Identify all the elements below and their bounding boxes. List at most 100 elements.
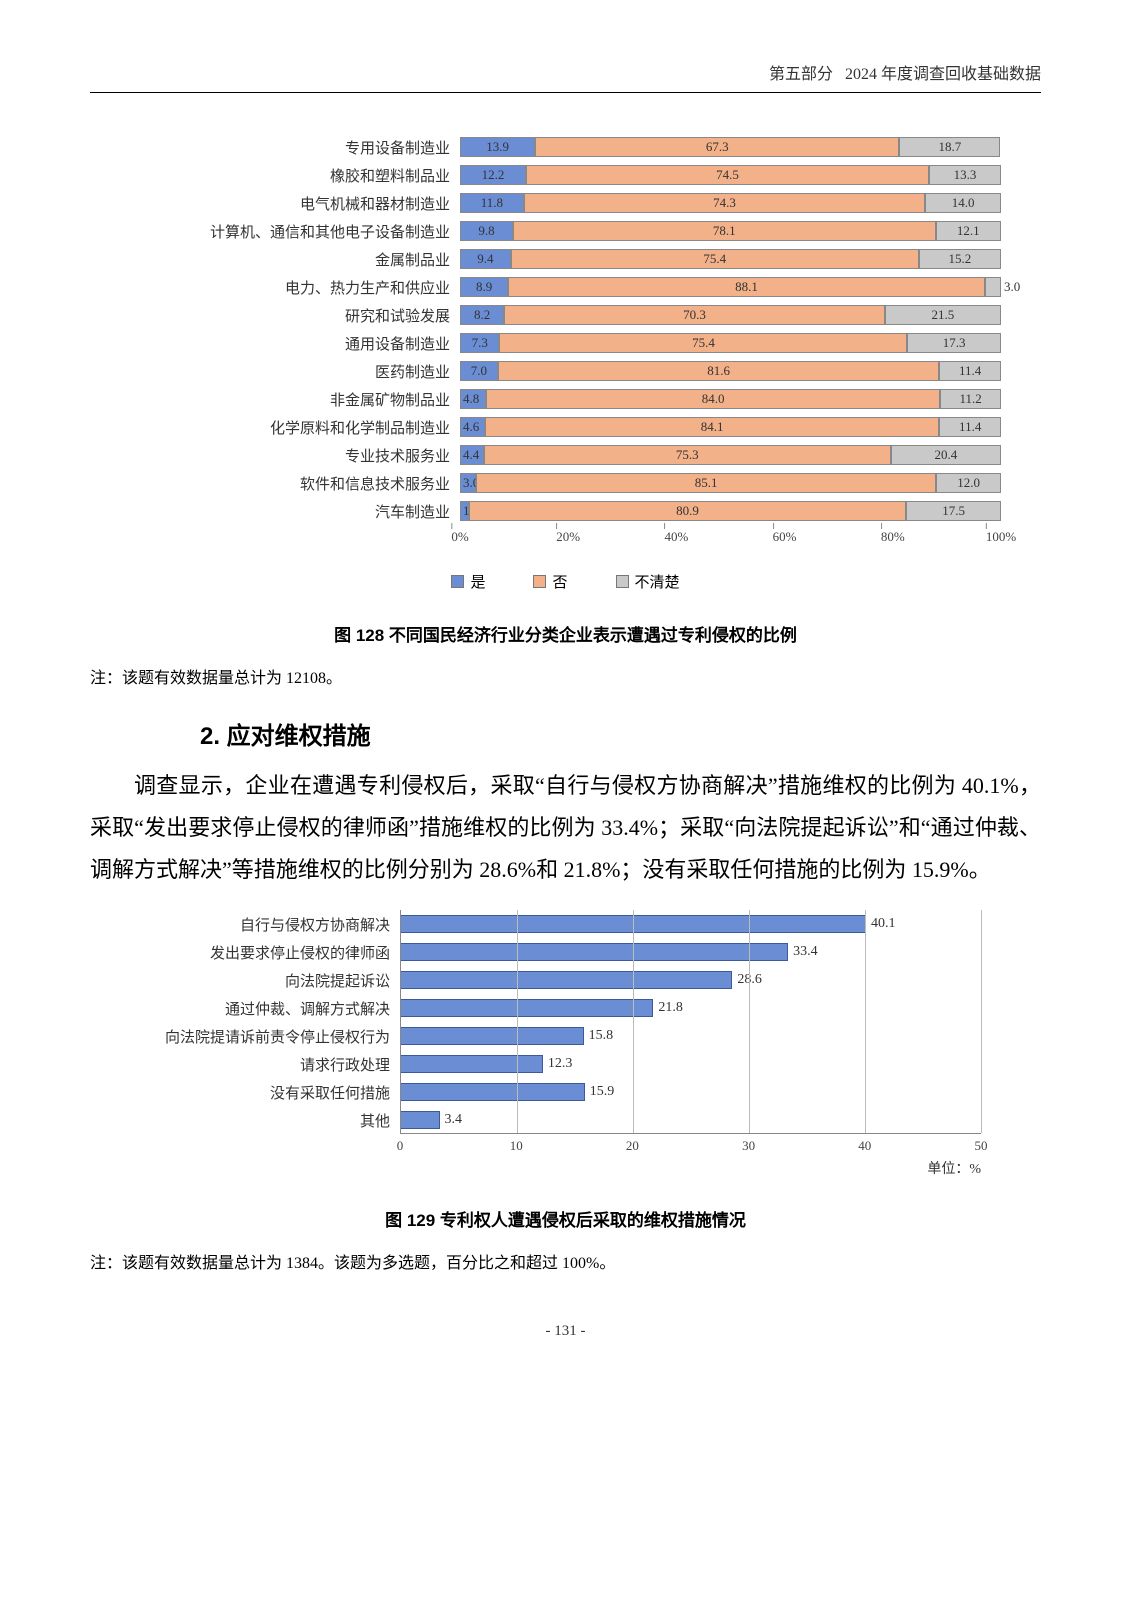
chart-128-value: 80.9 — [676, 503, 699, 519]
chart-128-row: 金属制品业9.475.415.2 — [170, 245, 1001, 273]
chart-128-segment: 17.5 — [906, 501, 1001, 521]
chart-128-xtick: 100% — [986, 529, 1016, 545]
chart-128-row: 化学原料和化学制品制造业4.684.111.4 — [170, 413, 1001, 441]
chart-128-value: 18.7 — [938, 139, 961, 155]
chart-129-row: 其他3.4 — [150, 1106, 981, 1134]
chart-129-row-label: 向法院提请诉前责令停止侵权行为 — [150, 1026, 400, 1047]
chart-128-note: 注：该题有效数据量总计为 12108。 — [90, 664, 1041, 688]
chart-128-segment: 75.3 — [484, 445, 891, 465]
chart-128-row-label: 非金属矿物制品业 — [170, 389, 460, 410]
chart-128-value: 21.5 — [931, 307, 954, 323]
chart-128-segment: 18.7 — [899, 137, 1000, 157]
legend-swatch — [533, 575, 546, 588]
chart-129-value: 21.8 — [658, 1000, 683, 1016]
chart-128-segment: 4.4 — [460, 445, 484, 465]
chart-128-value: 67.3 — [706, 139, 729, 155]
chart-128-row-label: 专业技术服务业 — [170, 445, 460, 466]
legend-label: 是 — [470, 571, 485, 592]
chart-129-row-label: 向法院提起诉讼 — [150, 970, 400, 991]
chart-129-value: 15.8 — [589, 1028, 614, 1044]
chart-128-bar: 11.874.314.0 — [460, 193, 1001, 213]
chart-129-row: 向法院提请诉前责令停止侵权行为 15.8 — [150, 1022, 981, 1050]
chart-128-row: 橡胶和塑料制品业12.274.513.3 — [170, 161, 1001, 189]
chart-128-segment: 67.3 — [535, 137, 899, 157]
chart-128-value: 7.3 — [472, 335, 488, 351]
chart-129-xtick: 20 — [626, 1138, 639, 1154]
chart-128-xtick: 40% — [664, 529, 688, 545]
chart-128-row-label: 电力、热力生产和供应业 — [170, 277, 460, 298]
legend-item: 不清楚 — [616, 571, 680, 592]
chart-128-value: 81.6 — [707, 363, 730, 379]
legend-item: 是 — [451, 571, 485, 592]
chart-128-segment: 14.0 — [925, 193, 1001, 213]
chart-128-segment: 11.4 — [939, 361, 1001, 381]
chart-128-segment: 12.0 — [936, 473, 1001, 493]
chart-129-note: 注：该题有效数据量总计为 1384。该题为多选题，百分比之和超过 100%。 — [90, 1249, 1041, 1273]
chart-129-row-label: 其他 — [150, 1110, 400, 1131]
header-section: 第五部分 — [769, 66, 833, 83]
chart-128-bar: 8.988.13.0 — [460, 277, 1001, 297]
chart-128-segment: 11.4 — [939, 417, 1001, 437]
chart-128-legend: 是 否 不清楚 — [90, 571, 1041, 593]
header-rule — [90, 92, 1041, 93]
page-number: - 131 - — [90, 1323, 1041, 1340]
chart-128-segment: 85.1 — [476, 473, 936, 493]
chart-128-value: 4.6 — [463, 419, 479, 435]
chart-128-value: 11.4 — [959, 363, 981, 379]
chart-128-value: 17.5 — [942, 503, 965, 519]
chart-128-row: 软件和信息技术服务业3.085.112.0 — [170, 469, 1001, 497]
chart-128-xtick: 80% — [881, 529, 905, 545]
chart-128-caption: 图 128 不同国民经济行业分类企业表示遭遇过专利侵权的比例 — [90, 621, 1041, 646]
chart-128-segment: 70.3 — [504, 305, 884, 325]
chart-129-row: 向法院提起诉讼28.6 — [150, 966, 981, 994]
chart-128-segment: 13.3 — [929, 165, 1001, 185]
legend-swatch — [451, 575, 464, 588]
body-paragraph: 调查显示，企业在遭遇专利侵权后，采取“自行与侵权方协商解决”措施维权的比例为 4… — [90, 765, 1041, 890]
chart-128-value: 75.4 — [703, 251, 726, 267]
chart-128-bar: 4.475.320.4 — [460, 445, 1001, 465]
chart-128-row: 计算机、通信和其他电子设备制造业9.878.112.1 — [170, 217, 1001, 245]
chart-128-segment: 84.1 — [485, 417, 940, 437]
chart-128-value: 11.8 — [481, 195, 503, 211]
chart-128-segment: 81.6 — [498, 361, 939, 381]
chart-129-bars: 自行与侵权方协商解决40.1发出要求停止侵权的律师函33.4向法院提起诉讼28.… — [150, 910, 981, 1156]
chart-128-row: 专用设备制造业13.967.318.7 — [170, 133, 1001, 161]
chart-128-bar: 13.967.318.7 — [460, 137, 1001, 157]
chart-128-segment: 9.8 — [460, 221, 513, 241]
chart-129-bar: 28.6 — [400, 971, 732, 989]
chart-128-row: 非金属矿物制品业4.884.011.2 — [170, 385, 1001, 413]
chart-129-value: 33.4 — [793, 944, 818, 960]
legend-item: 否 — [533, 571, 567, 592]
chart-128-row-label: 软件和信息技术服务业 — [170, 473, 460, 494]
chart-128-segment: 80.9 — [469, 501, 907, 521]
chart-128-value: 12.0 — [957, 475, 980, 491]
chart-128-row-label: 通用设备制造业 — [170, 333, 460, 354]
chart-129-row: 通过仲裁、调解方式解决21.8 — [150, 994, 981, 1022]
legend-label: 否 — [552, 571, 567, 592]
chart-128-value: 11.4 — [959, 419, 981, 435]
chart-128-value: 9.8 — [478, 223, 494, 239]
chart-129-bar: 33.4 — [400, 943, 788, 961]
chart-128-segment: 21.5 — [885, 305, 1001, 325]
chart-128-segment: 12.1 — [936, 221, 1001, 241]
chart-128-segment: 74.5 — [526, 165, 929, 185]
chart-129-bar: 15.9 — [400, 1083, 585, 1101]
chart-129-xtick: 50 — [975, 1138, 988, 1154]
chart-128-row-label: 医药制造业 — [170, 361, 460, 382]
chart-128-value: 8.2 — [474, 307, 490, 323]
chart-128-row-label: 金属制品业 — [170, 249, 460, 270]
chart-128-row-label: 专用设备制造业 — [170, 137, 460, 158]
chart-129-row-label: 发出要求停止侵权的律师函 — [150, 942, 400, 963]
chart-129-caption: 图 129 专利权人遭遇侵权后采取的维权措施情况 — [90, 1206, 1041, 1231]
chart-128-bar: 9.475.415.2 — [460, 249, 1001, 269]
chart-128-segment: 78.1 — [513, 221, 936, 241]
chart-128-row: 专业技术服务业4.475.320.4 — [170, 441, 1001, 469]
chart-128-segment: 8.2 — [460, 305, 504, 325]
chart-128-xtick: 20% — [556, 529, 580, 545]
chart-128-row: 电力、热力生产和供应业8.988.13.0 — [170, 273, 1001, 301]
chart-129-xtick: 40 — [858, 1138, 871, 1154]
header-title: 2024 年度调查回收基础数据 — [845, 66, 1041, 83]
chart-128-row: 研究和试验发展8.270.321.5 — [170, 301, 1001, 329]
chart-128-value: 70.3 — [683, 307, 706, 323]
chart-129-value: 40.1 — [871, 916, 896, 932]
